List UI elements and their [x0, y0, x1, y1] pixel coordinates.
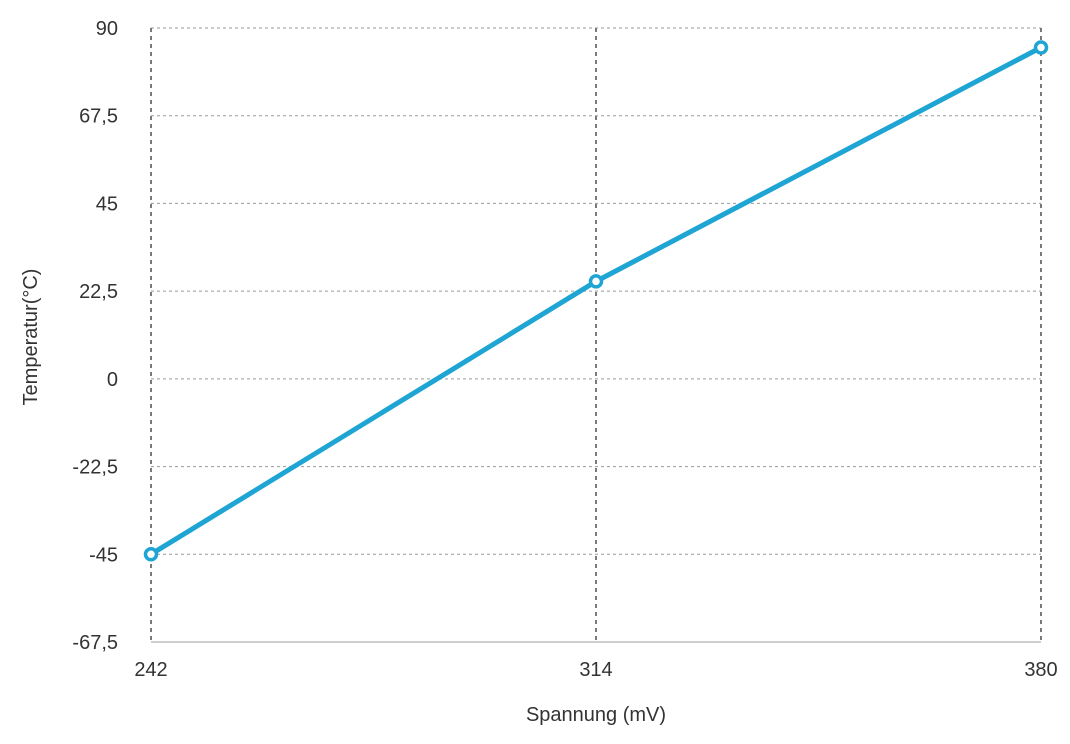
y-tick-label: -22,5: [72, 457, 118, 479]
y-tick-label: 0: [107, 369, 118, 391]
data-point[interactable]: [588, 274, 604, 289]
x-tick-label: 242: [134, 659, 167, 681]
data-point[interactable]: [1033, 40, 1049, 55]
y-axis-title: Temperatur(°C): [20, 269, 42, 406]
data-point[interactable]: [143, 547, 159, 562]
x-tick-label: 380: [1024, 659, 1057, 681]
series-layer: [143, 40, 1049, 562]
y-tick-label: 45: [96, 193, 118, 215]
x-tick-label: 314: [579, 659, 612, 681]
y-tick-label: -67,5: [72, 632, 118, 654]
y-tick-label: -45: [89, 544, 118, 566]
y-tick-label: 22,5: [79, 281, 118, 303]
y-tick-label: 90: [96, 18, 118, 40]
x-axis-title: Spannung (mV): [526, 704, 666, 726]
grid-layer: [150, 27, 1042, 642]
y-tick-label: 67,5: [79, 106, 118, 128]
label-layer: 90 67,5 45 22,5 0 -22,5 -45 -67,5 242 314 380: [72, 18, 1057, 681]
